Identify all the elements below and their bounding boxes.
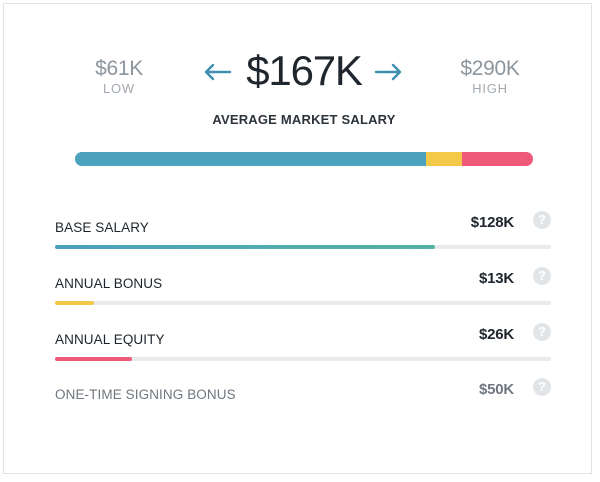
component-label: ANNUAL BONUS bbox=[55, 276, 163, 291]
high-salary-label: HIGH bbox=[472, 81, 508, 96]
high-salary: $290K HIGH bbox=[450, 56, 530, 96]
component-fill bbox=[55, 357, 132, 361]
component-value: $50K bbox=[478, 381, 514, 398]
component-row-annual-bonus: ANNUAL BONUS $13K ? bbox=[55, 259, 551, 315]
component-row-signing-bonus: ONE-TIME SIGNING BONUS $50K ? bbox=[55, 370, 551, 426]
total-salary-bar bbox=[75, 152, 533, 166]
total-bar-segment-base bbox=[75, 152, 427, 166]
component-track bbox=[55, 357, 551, 361]
question-mark-icon[interactable]: ? bbox=[533, 323, 551, 341]
component-value: $26K bbox=[478, 326, 514, 343]
question-mark-icon[interactable]: ? bbox=[533, 378, 551, 396]
total-bar-segment-bonus bbox=[426, 152, 462, 166]
component-label: BASE SALARY bbox=[55, 220, 149, 235]
average-salary-value: $167K bbox=[246, 47, 363, 94]
component-label: ANNUAL EQUITY bbox=[55, 332, 165, 347]
component-value: $128K bbox=[470, 214, 514, 231]
component-fill bbox=[55, 301, 94, 305]
component-row-base-salary: BASE SALARY $128K ? bbox=[55, 203, 551, 259]
component-value: $13K bbox=[478, 270, 514, 287]
arrow-left-icon[interactable] bbox=[202, 62, 232, 82]
total-bar-segment-equity bbox=[462, 152, 533, 166]
component-fill bbox=[55, 245, 436, 249]
question-mark-icon[interactable]: ? bbox=[533, 267, 551, 285]
low-salary-value: $61K bbox=[95, 57, 143, 80]
component-track bbox=[55, 245, 551, 249]
component-track bbox=[55, 301, 551, 305]
low-salary-label: LOW bbox=[102, 81, 135, 96]
question-mark-icon[interactable]: ? bbox=[533, 211, 551, 229]
component-row-annual-equity: ANNUAL EQUITY $26K ? bbox=[55, 315, 551, 371]
component-label: ONE-TIME SIGNING BONUS bbox=[55, 387, 236, 402]
arrow-right-icon[interactable] bbox=[374, 62, 404, 82]
average-salary-label: AVERAGE MARKET SALARY bbox=[212, 112, 396, 127]
low-salary: $61K LOW bbox=[84, 56, 154, 96]
high-salary-value: $290K bbox=[460, 57, 520, 80]
salary-card: $61K LOW $167K $290K HIGH AVERAGE MARKET… bbox=[3, 3, 592, 474]
